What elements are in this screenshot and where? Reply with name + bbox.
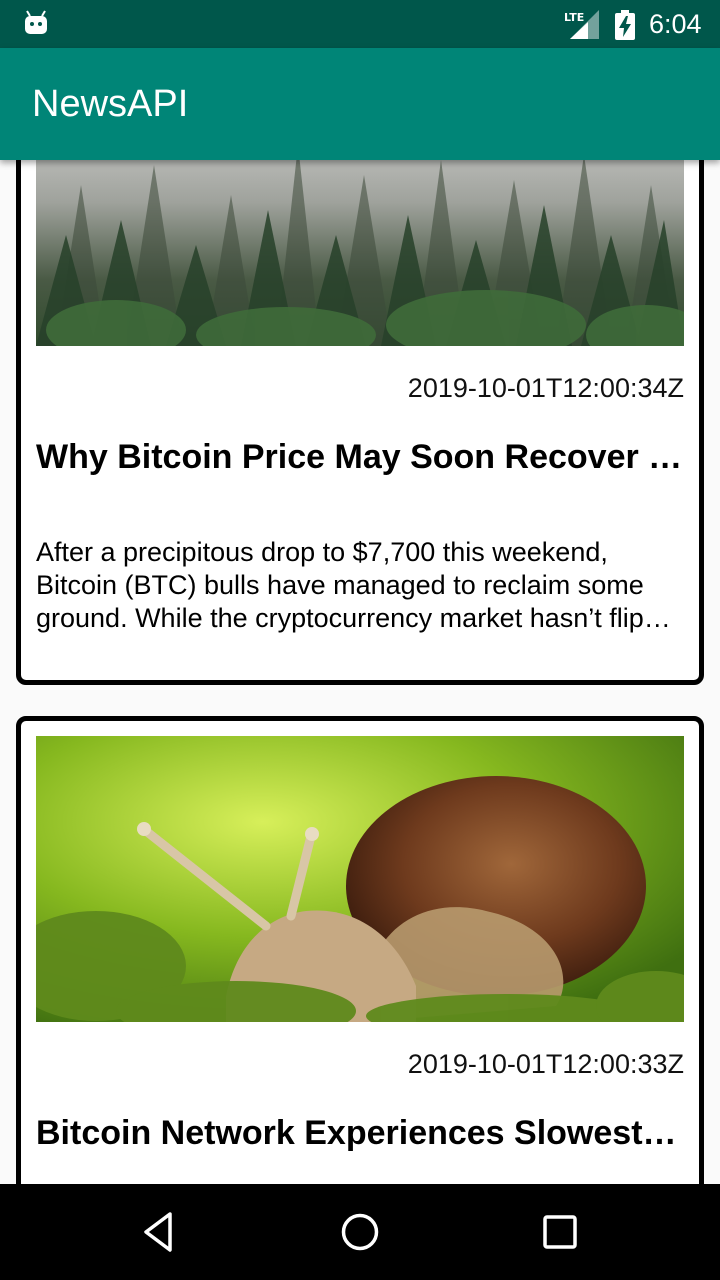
article-image — [36, 160, 684, 346]
lte-signal-icon: LTE — [564, 10, 599, 39]
svg-text:LTE: LTE — [564, 11, 584, 24]
article-description: After a precipitous drop to $7,700 this … — [36, 536, 684, 635]
news-feed[interactable]: 2019-10-01T12:00:34Z Why Bitcoin Price M… — [0, 160, 720, 1184]
article-date: 2019-10-01T12:00:33Z — [407, 1049, 684, 1079]
status-clock: 6:04 — [649, 9, 702, 39]
article-image — [36, 736, 684, 1022]
android-debug-icon — [25, 10, 47, 34]
navigation-bar — [0, 1184, 720, 1280]
article-card[interactable]: 2019-10-01T12:00:33Z Bitcoin Network Exp… — [16, 716, 704, 1184]
home-icon[interactable] — [336, 1208, 384, 1256]
article-title: Bitcoin Network Experiences Slowest … — [36, 1114, 684, 1152]
description-line: Bitcoin (BTC) bulls have managed to recl… — [36, 570, 644, 600]
status-bar: LTE 6:04 — [0, 0, 720, 48]
description-line: After a precipitous drop to $7,700 this … — [36, 537, 608, 567]
back-icon[interactable] — [136, 1208, 184, 1256]
article-date: 2019-10-01T12:00:34Z — [407, 373, 684, 403]
app-title: NewsAPI — [32, 83, 189, 125]
description-line: ground. While the cryptocurrency market … — [36, 603, 671, 633]
app-bar: NewsAPI — [0, 48, 720, 160]
article-title: Why Bitcoin Price May Soon Recover t… — [36, 438, 684, 476]
battery-charging-icon — [615, 10, 635, 40]
recents-icon[interactable] — [536, 1208, 584, 1256]
article-card[interactable]: 2019-10-01T12:00:34Z Why Bitcoin Price M… — [16, 160, 704, 685]
